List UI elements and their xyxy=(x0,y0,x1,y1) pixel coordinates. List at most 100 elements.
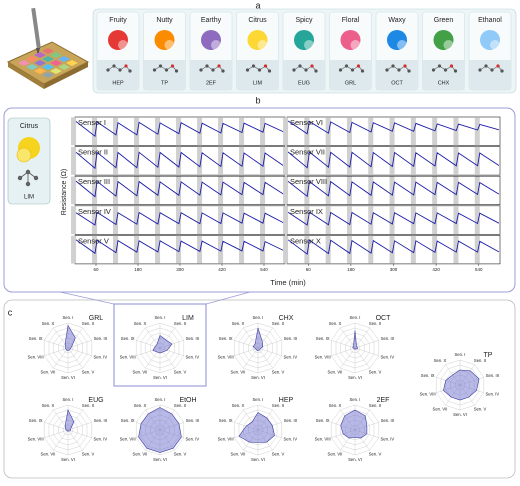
exposure-band xyxy=(325,117,331,146)
odor-icon-detail xyxy=(443,40,454,50)
radar-spoke xyxy=(53,347,69,369)
radar-spoke xyxy=(354,340,379,349)
exposure-band xyxy=(197,206,203,234)
exposure-band xyxy=(239,235,245,264)
radar-axis-label: Sen. I xyxy=(455,352,466,357)
molecule-atom xyxy=(170,64,175,68)
radar-axis-label: Sen. VIII xyxy=(218,354,234,359)
exposure-band xyxy=(113,206,119,234)
x-tick-label: 60 xyxy=(306,267,312,272)
molecule-atom xyxy=(437,64,442,68)
odor-card-lower xyxy=(283,60,325,90)
inset-card xyxy=(7,117,51,205)
panel-label: b xyxy=(255,95,260,105)
radar-spoke xyxy=(67,429,92,438)
x-tick-label: 300 xyxy=(176,267,184,272)
radar-axis-label: Sen. VII xyxy=(41,451,56,456)
radar-axis-label: Sen. III xyxy=(486,373,499,378)
radar-axis-label: Sen. VII xyxy=(231,451,246,456)
radar-spoke xyxy=(44,347,69,356)
radar-axis-label: Sen. IX xyxy=(29,418,43,423)
molecule-atom xyxy=(112,64,116,68)
odor-card-lower xyxy=(329,60,372,90)
sensor-name: Sensor VI xyxy=(290,118,323,127)
molecule-atom xyxy=(403,64,407,68)
radar-axis-label: Sen. IX xyxy=(29,336,43,341)
radar-axis-label: Sen. VIII xyxy=(28,436,44,441)
radar-title: CHX xyxy=(279,315,294,322)
molecule-atom xyxy=(391,64,395,68)
radar-axis-label: Sen. VIII xyxy=(315,436,331,441)
molecule-atom xyxy=(267,69,272,73)
radar-axis-label: Sen. X xyxy=(42,403,55,408)
radar-axis-label: Sen. VII xyxy=(328,369,343,374)
odor-code: TP xyxy=(161,80,168,86)
exposure-band xyxy=(368,235,374,264)
radar-axis-label: Sen. IX xyxy=(121,418,135,423)
radar-axis-label: Sen. X xyxy=(232,321,245,326)
exposure-band xyxy=(260,117,266,146)
radar-axis-label: Sen. I xyxy=(253,397,264,402)
exposure-band xyxy=(304,176,310,205)
exposure-band xyxy=(346,146,352,175)
odor-name: Fruity xyxy=(109,17,127,24)
radar-axis-label: Sen. I xyxy=(253,315,264,320)
radar-axis-label: Sen. VI xyxy=(153,375,167,380)
odor-name: Green xyxy=(434,17,454,24)
radar-axis-label: Sen. II xyxy=(174,321,186,326)
radar-spoke xyxy=(354,347,379,356)
radar-axis-label: Sen. VII xyxy=(433,406,448,411)
odor-card-lower xyxy=(376,60,418,90)
panel-b-frame xyxy=(3,107,516,293)
odor-icon-detail xyxy=(304,40,314,50)
molecule-atom xyxy=(199,68,203,72)
radar-axis-label: Sen. III xyxy=(186,336,199,341)
exposure-band xyxy=(410,176,416,205)
radar-axis-label: Sen. I xyxy=(155,397,166,402)
radar-axis-label: Sen. I xyxy=(63,315,74,320)
exposure-band xyxy=(432,206,438,234)
molecule-atom xyxy=(158,64,163,68)
sensor-square xyxy=(58,56,70,62)
molecule-atom xyxy=(263,64,268,68)
radar-axis-label: Sen. VII xyxy=(231,369,246,374)
exposure-band xyxy=(239,206,245,234)
radar-axis-label: Sen. IV xyxy=(93,436,107,441)
exposure-band xyxy=(283,176,289,205)
radar-axis-label: Sen. I xyxy=(63,397,74,402)
exposure-band xyxy=(304,146,310,175)
radar-area xyxy=(340,409,368,439)
exposure-band xyxy=(155,176,161,205)
exposure-band xyxy=(283,146,289,175)
radar-axis-label: Sen. VII xyxy=(133,369,148,374)
exposure-band xyxy=(71,206,77,234)
sensor-square xyxy=(50,68,62,74)
exposure-band xyxy=(283,235,289,264)
radar-axis-label: Sen. VIII xyxy=(120,436,136,441)
sensor-name: Sensor III xyxy=(78,177,110,186)
sensor-square xyxy=(42,64,54,70)
radar-axis-label: Sen. IX xyxy=(421,373,435,378)
exposure-band xyxy=(155,117,161,146)
radar-axis-label: Sen. VIII xyxy=(315,354,331,359)
exposure-band xyxy=(218,146,224,175)
molecule-atom xyxy=(124,64,128,68)
exposure-band xyxy=(389,176,395,205)
exposure-band xyxy=(113,117,119,146)
sensor-square xyxy=(42,48,54,54)
exposure-band xyxy=(218,117,224,146)
radar-title: EtOH xyxy=(179,397,196,404)
sensor-trace xyxy=(75,121,285,138)
odor-card-lower xyxy=(97,60,139,90)
molecule-atom xyxy=(304,68,308,72)
odor-icon xyxy=(108,30,128,50)
radar-area xyxy=(64,324,76,351)
radar-axis-label: Sen. V xyxy=(272,369,285,374)
odor-icon xyxy=(387,30,407,50)
exposure-band xyxy=(325,206,331,234)
radar-axis-label: Sen. IV xyxy=(485,391,499,396)
exposure-band xyxy=(155,146,161,175)
exposure-band xyxy=(389,235,395,264)
radar-spoke xyxy=(67,429,83,451)
radar-axis-label: Sen. VIII xyxy=(420,391,436,396)
